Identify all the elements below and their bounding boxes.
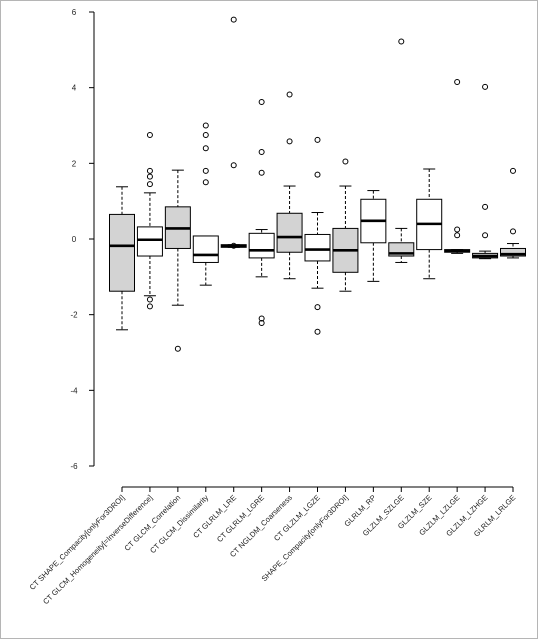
category-label: CT GLRLM_LGRE <box>215 493 266 544</box>
outlier-point <box>482 232 489 239</box>
outlier-point <box>146 131 153 138</box>
outlier-point <box>314 171 321 178</box>
box <box>136 226 163 257</box>
outlier-point <box>230 242 237 249</box>
outlier-point <box>454 232 461 239</box>
outlier-point <box>286 91 293 98</box>
outlier-point <box>146 296 153 303</box>
box <box>109 213 135 292</box>
y-tick-label: 0 <box>72 235 77 244</box>
y-tick-label: 2 <box>72 159 77 168</box>
outlier-point <box>202 179 209 186</box>
outlier-point <box>482 83 489 90</box>
outlier-point <box>146 173 153 180</box>
y-tick-label: 6 <box>72 8 77 17</box>
outlier-point <box>510 167 516 174</box>
outlier-point <box>146 167 153 174</box>
outlier-point <box>202 131 209 138</box>
y-tick-label: -2 <box>70 311 78 320</box>
outlier-point <box>258 99 265 106</box>
category-label: CT SHAPE_Compacity[onlyFor3DROI] <box>28 493 127 592</box>
y-tick-label: -4 <box>70 386 78 395</box>
outlier-point <box>398 38 405 45</box>
box <box>248 232 275 259</box>
outlier-point <box>174 345 181 352</box>
box <box>500 247 526 257</box>
outlier-point <box>482 203 489 210</box>
outlier-point <box>454 78 461 85</box>
outlier-point <box>314 328 321 335</box>
box <box>192 235 219 263</box>
outlier-point <box>202 145 209 152</box>
outlier-point <box>314 136 321 143</box>
outlier-point <box>202 122 209 129</box>
outlier-point <box>342 158 349 165</box>
outlier-point <box>202 167 209 174</box>
outlier-point <box>286 138 293 145</box>
y-tick-label: -6 <box>70 462 78 471</box>
outlier-point <box>146 303 153 310</box>
category-label: CT GLCM_Homogeneity[=InverseDifference] <box>41 493 154 606</box>
outlier-point <box>258 319 265 326</box>
outlier-point <box>258 169 265 176</box>
box <box>276 212 303 253</box>
outlier-point <box>230 162 237 169</box>
outlier-point <box>230 16 237 23</box>
box <box>304 233 331 262</box>
outlier-point <box>314 304 321 311</box>
outlier-point <box>146 181 153 188</box>
outlier-point <box>454 226 461 233</box>
outlier-point <box>510 228 516 235</box>
y-tick-label: 4 <box>72 84 77 93</box>
outlier-point <box>258 148 265 155</box>
